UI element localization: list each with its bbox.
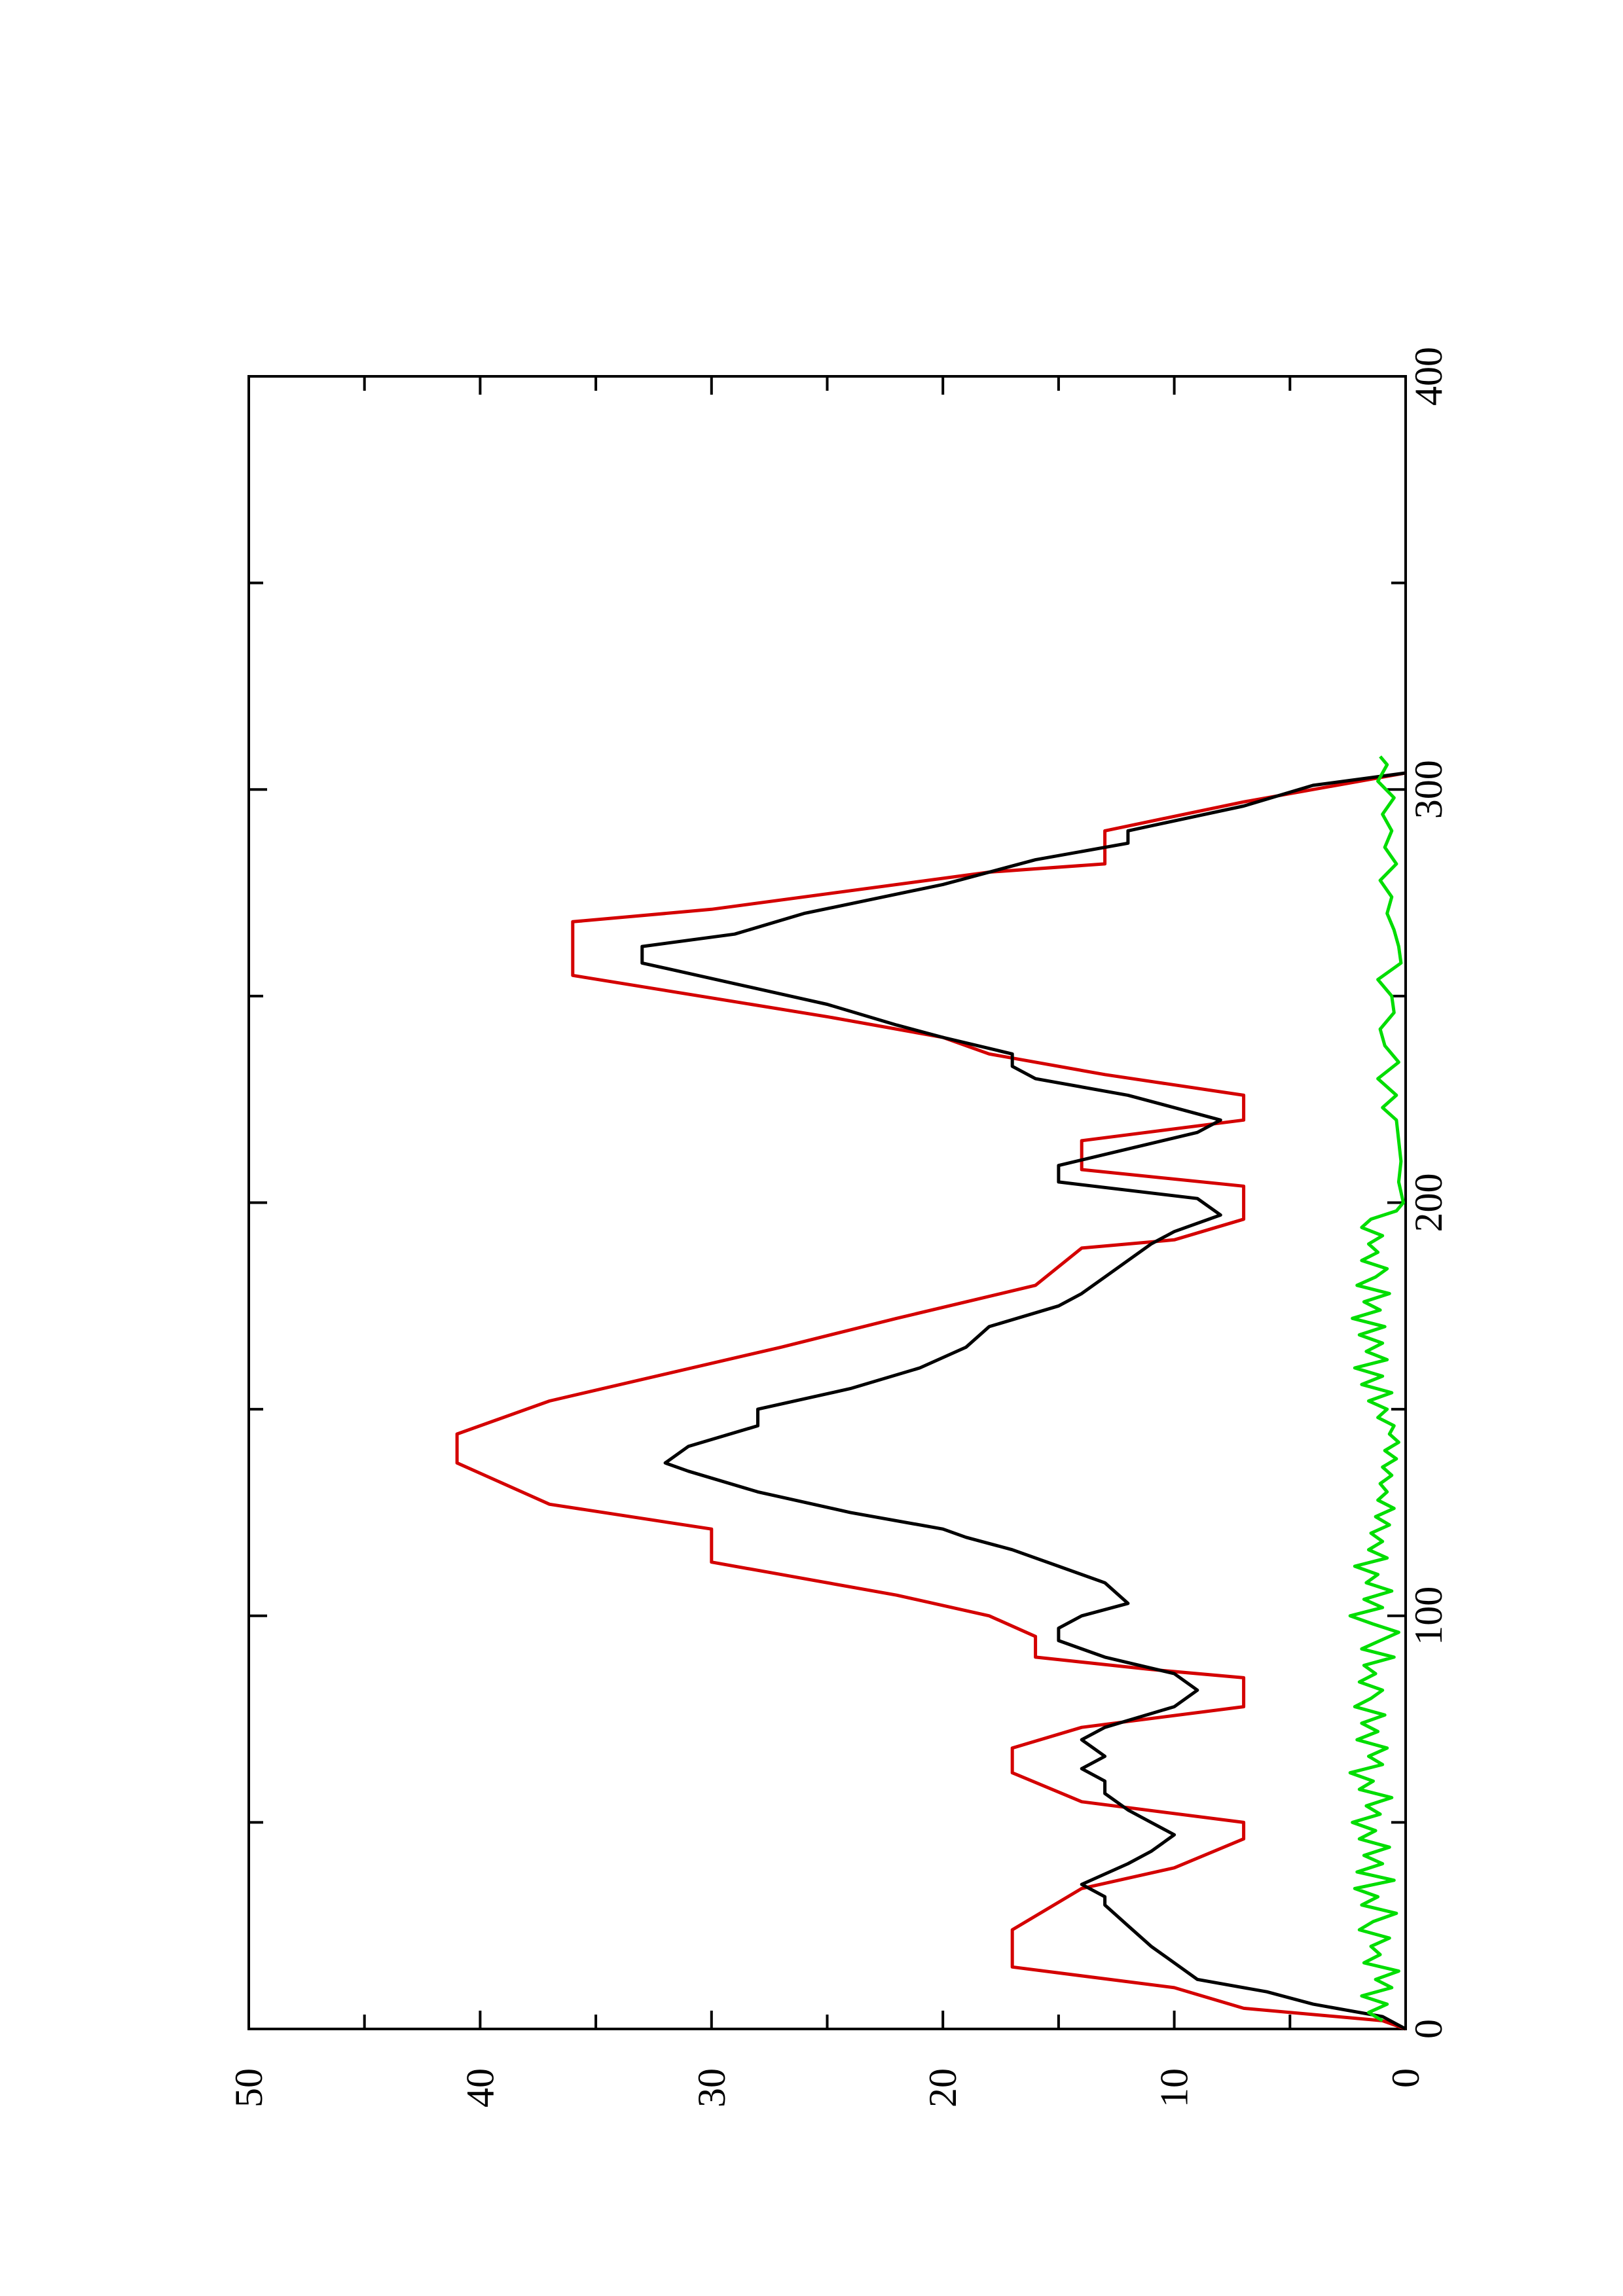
y-tick-label: 30 xyxy=(690,2068,733,2108)
tick-labels: 0 100 200 300 400 0 10 20 30 40 50 xyxy=(227,347,1450,2108)
y-tick-label: 20 xyxy=(921,2068,964,2108)
y-tick-label: 40 xyxy=(458,2068,501,2108)
series-line-1 xyxy=(455,771,1406,2031)
x-tick-label: 100 xyxy=(1407,1587,1450,1645)
y-tick-label: 0 xyxy=(1384,2068,1427,2088)
series-line-3 xyxy=(1348,755,1405,2022)
x-tick-label: 0 xyxy=(1407,2019,1450,2039)
series-line-2 xyxy=(640,771,1407,2031)
y-tick-label: 10 xyxy=(1153,2068,1196,2108)
plot-frame xyxy=(247,375,1407,2030)
x-tick-label: 300 xyxy=(1407,760,1450,819)
y-tick-label: 50 xyxy=(227,2068,270,2108)
series-layer xyxy=(455,755,1407,2031)
x-tick-label: 400 xyxy=(1407,347,1450,406)
x-tick-label: 200 xyxy=(1407,1174,1450,1232)
axis-ticks xyxy=(247,375,1407,2030)
